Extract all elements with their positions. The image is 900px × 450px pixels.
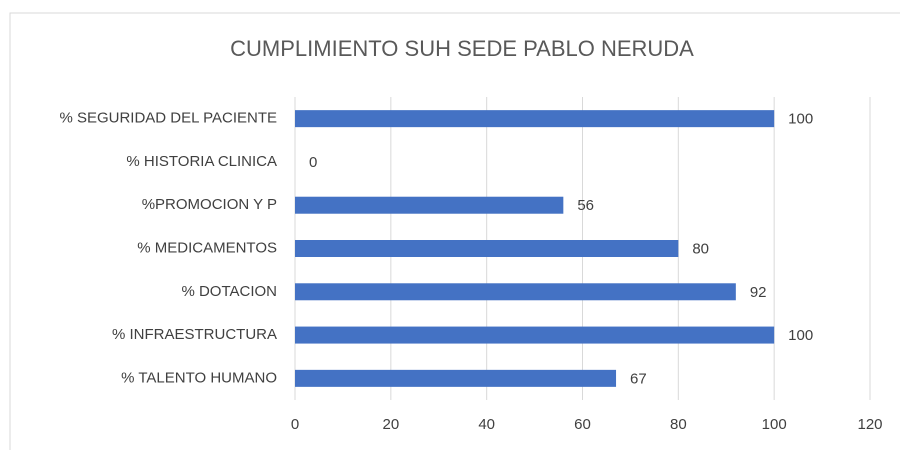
- bar: [295, 196, 564, 214]
- x-tick-label: 0: [291, 416, 299, 433]
- x-tick-label: 80: [670, 416, 687, 433]
- bar: [295, 240, 679, 257]
- x-tick-label: 120: [857, 416, 882, 433]
- bar: [295, 283, 736, 301]
- y-tick-label: % INFRAESTRUCTURA: [112, 326, 277, 343]
- y-tick-label: %PROMOCION Y P: [142, 196, 277, 213]
- data-label: 80: [692, 240, 709, 257]
- y-tick-label: % DOTACION: [181, 283, 277, 300]
- data-label: 67: [630, 370, 647, 387]
- x-tick-label: 40: [478, 416, 495, 433]
- x-tick-label: 100: [762, 416, 787, 433]
- data-label: 92: [750, 284, 767, 301]
- x-tick-label: 60: [574, 416, 591, 433]
- data-label: 100: [788, 327, 813, 344]
- y-tick-label: % HISTORIA CLINICA: [126, 153, 277, 170]
- y-tick-label: % MEDICAMENTOS: [137, 239, 277, 256]
- chart-title: CUMPLIMIENTO SUH SEDE PABLO NERUDA: [230, 36, 694, 61]
- data-label: 0: [309, 154, 317, 171]
- x-tick-label: 20: [382, 416, 399, 433]
- y-tick-label: % SEGURIDAD DEL PACIENTE: [59, 110, 277, 127]
- y-tick-label: % TALENTO HUMANO: [121, 369, 277, 386]
- bar: [295, 326, 775, 344]
- data-label: 56: [577, 197, 594, 214]
- bar: [295, 110, 775, 128]
- data-label: 100: [788, 111, 813, 128]
- bar: [295, 369, 617, 387]
